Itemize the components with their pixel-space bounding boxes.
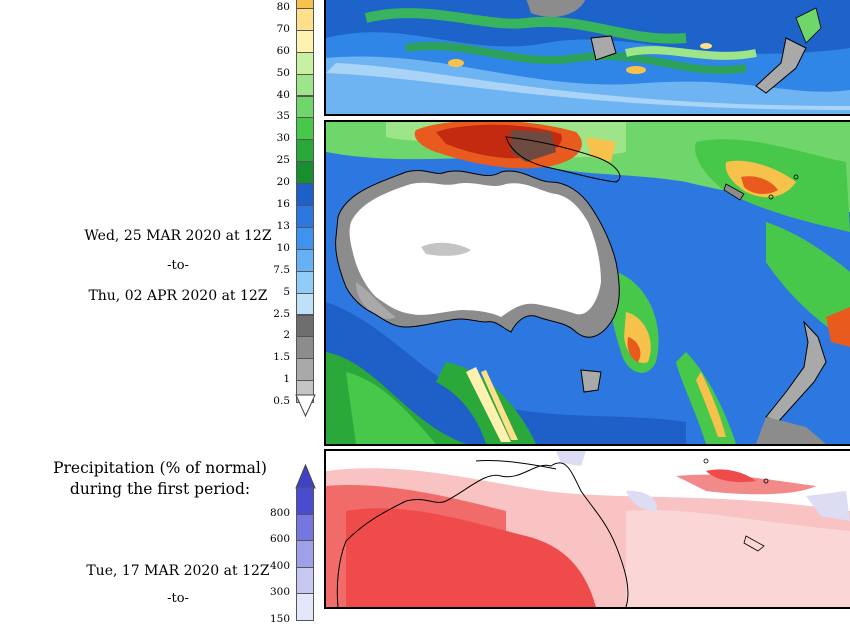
precip-colorbar-tick-label: 13 (276, 219, 290, 232)
precip-colorbar-tick-label: 35 (276, 110, 290, 123)
pct-colorbar-tick-label: 600 (269, 533, 290, 545)
precip-colorbar-tick-label: 2.5 (273, 307, 290, 320)
colorbar-lower-arrow-icon (295, 394, 316, 418)
precip-colorbar-cell (296, 7, 314, 31)
precip-colorbar-cell (296, 51, 314, 75)
precip-colorbar-cell (296, 205, 314, 228)
pct-colorbar-cell (296, 513, 314, 541)
bottom-title-line2: during the first period: (69, 480, 251, 498)
precip-colorbar-tick-label: 0.5 (273, 395, 290, 408)
map-panel-precipitation (324, 120, 850, 446)
precip-colorbar-tick-label: 60 (276, 44, 290, 57)
bottom-title-line1: Precipitation (% of normal) (53, 459, 267, 477)
precip-colorbar-tick-label: 16 (276, 198, 290, 210)
precip-colorbar-tick-label: 1.5 (273, 351, 290, 364)
pct-colorbar-cell (296, 540, 314, 568)
pct-colorbar-cell (296, 487, 314, 515)
pct-colorbar-cell (296, 566, 314, 594)
mid-end-date: Thu, 02 APR 2020 at 12Z (88, 288, 268, 304)
precip-colorbar-cell (296, 226, 314, 250)
precip-colorbar-cell (296, 117, 314, 141)
pct-colorbar-tick-label: 800 (269, 506, 290, 519)
precip-colorbar-cell (296, 183, 314, 206)
precip-colorbar-tick-label: 25 (276, 154, 290, 167)
bottom-start-date: Tue, 17 MAR 2020 at 12Z (86, 563, 270, 579)
precip-colorbar-tick-label: 70 (276, 22, 290, 35)
precip-colorbar-cell (296, 29, 314, 53)
pct-colorbar-tick-label: 300 (269, 586, 290, 598)
precip-colorbar-cell (296, 161, 314, 185)
precip-colorbar-tick-label: 20 (276, 176, 290, 189)
pct-colorbar-tick-label: 150 (269, 612, 290, 625)
map-panel-top (324, 0, 850, 116)
precip-colorbar-tick-label: 2 (283, 329, 290, 342)
pct-colorbar-cell (296, 593, 314, 621)
precip-colorbar-tick-label: 7.5 (273, 263, 290, 276)
precip-colorbar-tick-label: 80 (276, 0, 290, 13)
precip-colorbar-cell (296, 73, 314, 97)
precip-colorbar-tick-label: 10 (276, 241, 290, 254)
precip-colorbar-cell (296, 314, 314, 338)
precip-colorbar-tick-label: 40 (276, 88, 290, 101)
precip-colorbar-tick-label: 50 (276, 66, 290, 79)
precip-colorbar-tick-label: 5 (283, 285, 290, 298)
precip-colorbar-cell (296, 292, 314, 316)
precip-colorbar-tick-label: 1 (283, 373, 290, 386)
mid-separator: -to- (167, 258, 189, 273)
precip-colorbar-cell (296, 248, 314, 272)
precip-colorbar-cell (296, 336, 314, 360)
precip-colorbar-cell (296, 139, 314, 163)
precip-colorbar-cell (296, 270, 314, 294)
map-panel-percent-normal (324, 449, 850, 609)
precip-colorbar-cell (296, 358, 314, 382)
precip-colorbar-cell (296, 95, 314, 119)
pct-colorbar-tick-label: 400 (269, 559, 290, 572)
mid-start-date: Wed, 25 MAR 2020 at 12Z (84, 228, 272, 244)
precip-colorbar-tick-label: 30 (276, 132, 290, 145)
